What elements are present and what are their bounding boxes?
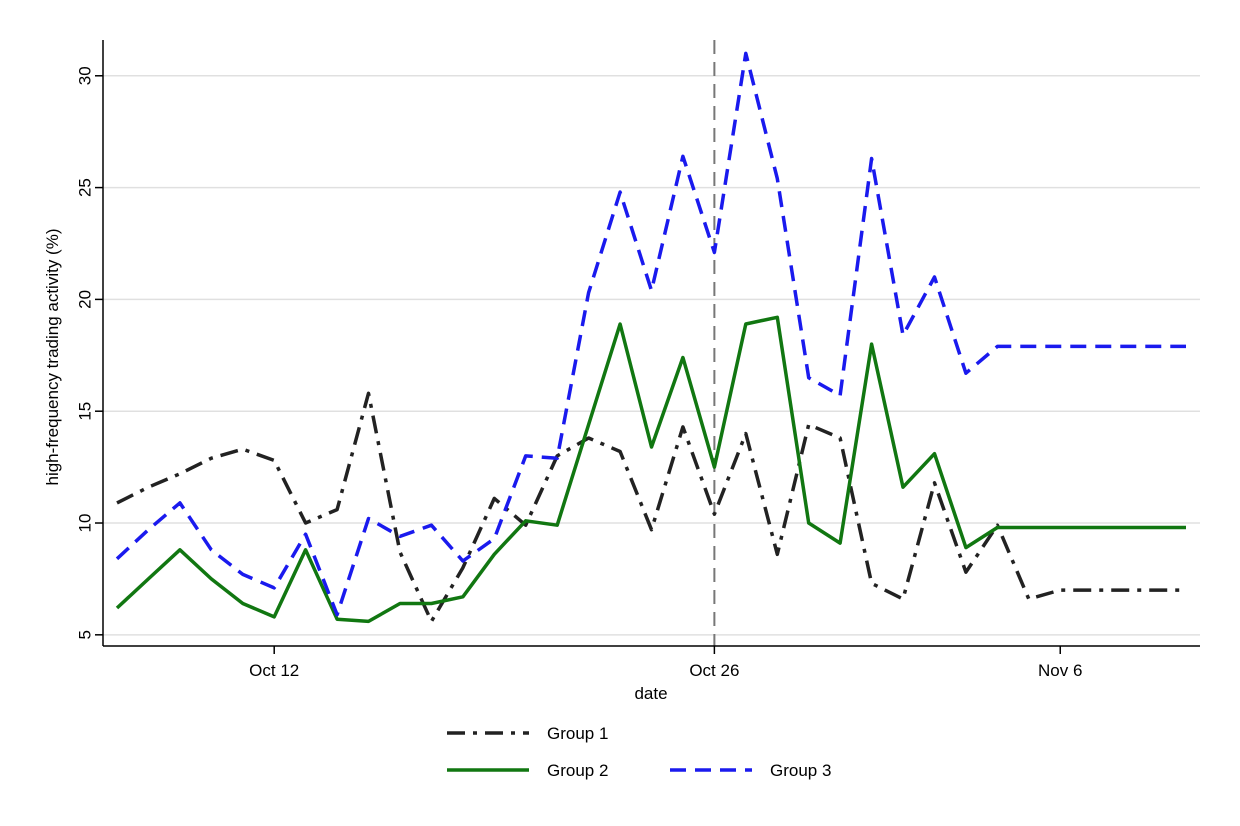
legend: Group 1 Group 2 Group 3 — [447, 724, 831, 780]
x-tick-label: Oct 12 — [249, 661, 299, 680]
grid-layer — [103, 75, 1200, 636]
y-tick-label: 20 — [76, 290, 95, 309]
y-tick-label: 5 — [76, 630, 95, 639]
y-tick-label: 10 — [76, 514, 95, 533]
legend-label-group-2: Group 2 — [547, 761, 608, 780]
x-tick-label: Oct 26 — [689, 661, 739, 680]
y-axis-title: high-frequency trading activity (%) — [43, 228, 62, 485]
series-line-group-3 — [115, 51, 1186, 617]
legend-label-group-1: Group 1 — [547, 724, 608, 743]
legend-label-group-3: Group 3 — [770, 761, 831, 780]
series-layer — [115, 51, 1186, 624]
y-tick-label: 30 — [76, 66, 95, 85]
series-line-group-2 — [115, 315, 1186, 624]
y-tick-label: 15 — [76, 402, 95, 421]
axis-layer: 5 10 15 20 25 30 Oct 12 Oct 26 Nov 6 — [76, 40, 1200, 680]
x-tick-label: Nov 6 — [1038, 661, 1082, 680]
series-line-group-1 — [116, 391, 1186, 624]
x-axis-title: date — [634, 684, 667, 703]
y-tick-label: 25 — [76, 178, 95, 197]
